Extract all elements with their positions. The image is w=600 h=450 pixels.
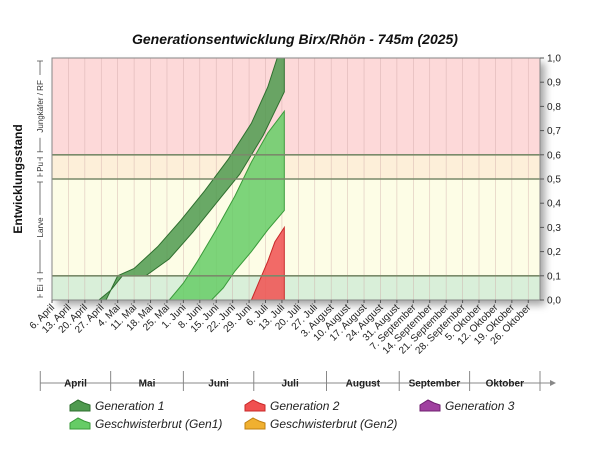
stage-band-2: [52, 154, 540, 179]
legend-label-0: Generation 1: [95, 399, 164, 413]
month-label-2: Juni: [208, 379, 229, 390]
stage-band-3: [52, 58, 540, 155]
stage-band-1: [52, 179, 540, 276]
legend-swatch-0: [69, 399, 91, 412]
y-tick-label: 0,3: [547, 223, 561, 234]
series-area-3: [168, 109, 285, 300]
stage-label-1: Larve: [36, 217, 45, 238]
legend: Generation 1 Generation 2 Generation 3 Gesc…: [69, 399, 515, 431]
y-tick-label: 0,5: [547, 175, 561, 186]
stage-labels: Ei Larve Pu Jungkäfer / RF: [35, 60, 45, 298]
month-label-0: April: [64, 379, 87, 390]
stage-label-bg: [35, 75, 45, 138]
stage-label-bg: [35, 214, 45, 240]
legend-swatch-3: [69, 417, 91, 430]
month-label-3: Juli: [282, 379, 299, 390]
y-axis-ticks: 0,0 0,1 0,2 0,3 0,4 0,5 0,6 0,7 0,8 0,9 1,0: [540, 54, 561, 307]
y-tick-label: 0,1: [547, 271, 561, 282]
y-tick-label: 0,4: [547, 199, 561, 210]
month-axis: April Mai Juni Juli August September Oktober: [39, 371, 556, 391]
legend-label-4: Geschwisterbrut (Gen2): [270, 417, 397, 431]
y-tick-label: 0,9: [547, 78, 561, 89]
y-tick-label: 1,0: [547, 54, 561, 65]
y-tick-label: 0,2: [547, 247, 561, 258]
legend-label-2: Generation 3: [445, 399, 515, 413]
legend-label-3: Geschwisterbrut (Gen1): [95, 417, 222, 431]
y-axis-label: Entwicklungsstand: [11, 124, 25, 233]
stage-lines: [52, 154, 540, 277]
chart-title: Generationsentwicklung Birx/Rhön - 745m …: [132, 31, 458, 47]
stage-label-bg: [35, 160, 45, 174]
month-label-5: September: [409, 379, 461, 390]
y-tick-label: 0,7: [547, 126, 561, 137]
legend-swatch-2: [419, 399, 441, 412]
stage-label-0: Ei: [36, 284, 45, 291]
month-label-1: Mai: [139, 379, 156, 390]
month-label-4: August: [346, 379, 381, 390]
month-axis-arrow: [550, 380, 556, 386]
legend-swatch-4: [244, 417, 266, 430]
series-area-1: [250, 225, 285, 300]
legend-label-1: Generation 2: [270, 399, 340, 413]
y-tick-label: 0,6: [547, 150, 561, 161]
stage-label-2: Pu: [36, 162, 45, 172]
y-tick-label: 0,8: [547, 102, 561, 113]
stage-bands: [52, 58, 540, 300]
legend-swatch-1: [244, 399, 266, 412]
stage-label-3: Jungkäfer / RF: [36, 80, 45, 133]
stage-label-bg: [35, 281, 45, 295]
month-label-6: Oktober: [486, 379, 524, 390]
stage-band-0: [52, 275, 540, 300]
y-tick-label: 0,0: [547, 296, 561, 307]
